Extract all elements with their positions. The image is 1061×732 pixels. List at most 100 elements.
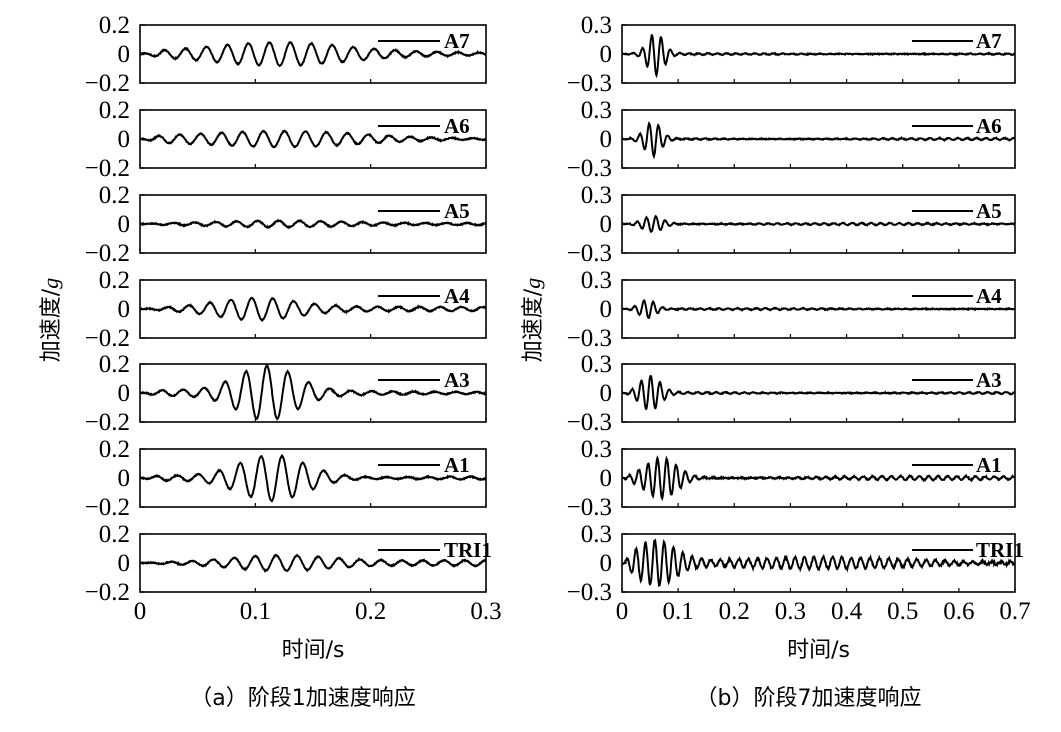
y-tick-label: 0.3	[581, 267, 612, 294]
y-tick-label: −0.2	[85, 70, 130, 97]
panel-a7: 0.30−0.3 A7	[567, 12, 1016, 97]
series-line-a7	[139, 41, 487, 68]
series-line-a7	[621, 33, 1016, 79]
series-line-a6	[139, 129, 487, 149]
x-tick-label: 0	[134, 598, 147, 625]
legend-label: A3	[444, 368, 470, 392]
y-tick-label: 0	[118, 211, 131, 238]
y-tick-label: 0	[118, 465, 131, 492]
y-tick-label: 0	[600, 296, 613, 323]
panel-a6: 0.20−0.2 A6	[85, 97, 487, 182]
y-tick-label: −0.2	[85, 579, 130, 606]
y-tick-label: 0.2	[99, 521, 130, 548]
x-tick-label: 0.2	[355, 598, 386, 625]
legend-label: A1	[976, 453, 1002, 477]
x-tick-label: 0.1	[240, 598, 271, 625]
series-line-tri1	[621, 538, 1016, 588]
panel-a3: 0.30−0.3 A3	[567, 351, 1016, 436]
legend-label: A6	[444, 114, 470, 138]
panel-a5: 0.30−0.3 A5	[567, 182, 1016, 267]
legend-label: A1	[444, 453, 470, 477]
y-tick-label: −0.2	[85, 155, 130, 182]
legend-label: A5	[976, 199, 1002, 223]
y-tick-label: −0.2	[85, 494, 130, 521]
y-tick-label: 0.2	[99, 267, 130, 294]
x-tick-label: 0.2	[719, 598, 750, 625]
y-tick-label: 0.2	[99, 436, 130, 463]
panel-a4: 0.20−0.2 A4	[85, 267, 487, 352]
y-tick-label: −0.3	[567, 579, 612, 606]
y-tick-label: 0	[600, 211, 613, 238]
x-tick-label: 0.3	[470, 598, 501, 625]
x-tick-label: 0.1	[663, 598, 694, 625]
series-line-a4	[621, 299, 1016, 319]
y-tick-label: 0	[600, 550, 613, 577]
panel-a3: 0.20−0.2 A3	[85, 351, 487, 436]
panel-a1: 0.30−0.3 A1	[567, 436, 1016, 521]
y-axis-label-unit: g	[520, 278, 545, 289]
legend-label: TRI1	[444, 538, 492, 562]
y-tick-label: 0.3	[581, 182, 612, 209]
y-axis-label-text: 加速度/	[39, 288, 64, 362]
y-tick-label: 0	[600, 41, 613, 68]
x-axis-label: 时间/s	[787, 638, 850, 663]
y-tick-label: 0	[118, 126, 131, 153]
x-tick-label: 0.4	[831, 598, 863, 625]
y-tick-label: 0	[118, 380, 131, 407]
series-line-a5	[139, 218, 487, 230]
y-tick-label: 0.3	[581, 351, 612, 378]
panel-tri1: 0.30−0.3 TRI1	[567, 521, 1024, 606]
x-tick-label: 0.5	[887, 598, 918, 625]
y-tick-label: 0.2	[99, 12, 130, 39]
chart-a: 0.20−0.2A70.20−0.2A60.20−0.2A50.20−0.2A4…	[38, 12, 502, 711]
y-tick-label: −0.3	[567, 70, 612, 97]
y-tick-label: 0	[600, 465, 613, 492]
y-tick-label: 0	[118, 41, 131, 68]
legend-label: A4	[976, 284, 1002, 308]
chart-b: 0.30−0.3A70.30−0.3A60.30−0.3A50.30−0.3A4…	[520, 12, 1031, 711]
y-tick-label: 0	[118, 550, 131, 577]
y-tick-label: −0.3	[567, 409, 612, 436]
panel-a4: 0.30−0.3 A4	[567, 267, 1016, 352]
x-axis-label: 时间/s	[282, 638, 345, 663]
legend-label: A7	[444, 29, 470, 53]
y-tick-label: −0.3	[567, 240, 612, 267]
y-tick-label: −0.2	[85, 409, 130, 436]
x-tick-label: 0.7	[999, 598, 1030, 625]
y-tick-label: 0.2	[99, 97, 130, 124]
x-tick-label: 0.6	[943, 598, 974, 625]
y-tick-label: −0.2	[85, 325, 130, 352]
y-tick-label: −0.2	[85, 240, 130, 267]
y-tick-label: 0	[600, 380, 613, 407]
panel-a5: 0.20−0.2 A5	[85, 182, 487, 267]
series-line-a1	[621, 455, 1016, 502]
y-axis-label: 加速度/g	[38, 278, 64, 362]
y-tick-label: 0.3	[581, 12, 612, 39]
legend-label: A5	[444, 199, 470, 223]
y-tick-label: 0	[118, 296, 131, 323]
series-line-a1	[139, 454, 487, 503]
y-tick-label: 0.2	[99, 351, 130, 378]
y-tick-label: 0.3	[581, 97, 612, 124]
legend-label: A3	[976, 368, 1002, 392]
panel-a7: 0.20−0.2 A7	[85, 12, 487, 97]
series-line-a5	[621, 214, 1015, 233]
legend-label: A4	[444, 284, 470, 308]
y-axis-label-unit: g	[38, 278, 63, 289]
figure-caption: （b）阶段7加速度响应	[696, 686, 922, 711]
figure-caption: （a）阶段1加速度响应	[190, 686, 415, 711]
y-axis-label: 加速度/g	[520, 278, 546, 362]
panel-a6: 0.30−0.3 A6	[567, 97, 1016, 182]
y-tick-label: 0.3	[581, 436, 612, 463]
y-tick-label: 0	[600, 126, 613, 153]
y-tick-label: −0.3	[567, 494, 612, 521]
panel-tri1: 0.20−0.2 TRI1	[85, 521, 492, 606]
legend-label: TRI1	[976, 538, 1024, 562]
legend-label: A6	[976, 114, 1002, 138]
series-line-tri1	[139, 553, 487, 573]
panel-a1: 0.20−0.2 A1	[85, 436, 487, 521]
y-axis-label-text: 加速度/	[521, 288, 546, 362]
y-tick-label: −0.3	[567, 325, 612, 352]
x-tick-label: 0	[616, 598, 629, 625]
